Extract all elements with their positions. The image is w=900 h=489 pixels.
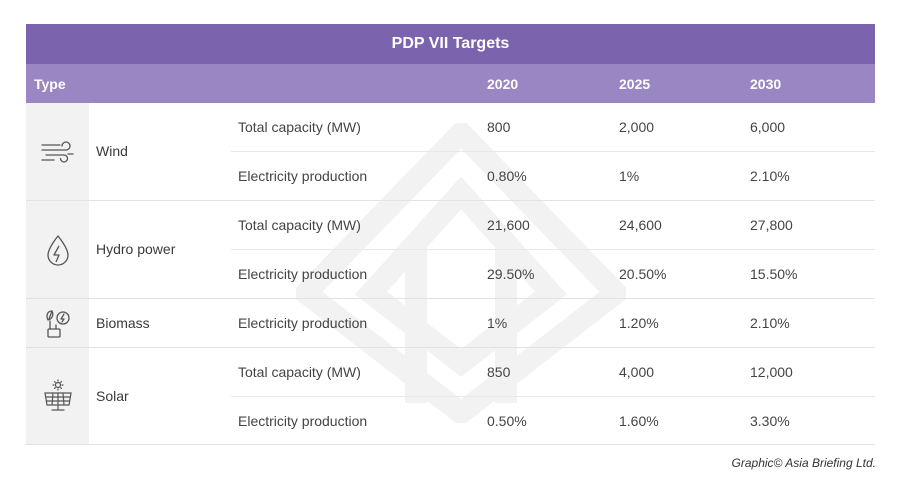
value-2030: 3.30% bbox=[750, 413, 790, 429]
wind-icon-cell bbox=[26, 103, 89, 200]
table-row: Electricity production 0.50% 1.60% 3.30% bbox=[231, 397, 875, 445]
watermark-logo bbox=[296, 123, 626, 423]
graphic-credit: Graphic© Asia Briefing Ltd. bbox=[731, 456, 876, 470]
group-hydro-power: Hydro power Total capacity (MW) 21,600 2… bbox=[26, 201, 875, 299]
type-label-biomass: Biomass bbox=[96, 315, 150, 331]
hydro-icon bbox=[46, 234, 69, 266]
hydro-icon-cell bbox=[26, 201, 89, 298]
table-title: PDP VII Targets bbox=[26, 24, 875, 64]
header-type: Type bbox=[34, 76, 66, 92]
group-solar: Solar Total capacity (MW) 850 4,000 12,0… bbox=[26, 348, 875, 445]
value-2030: 6,000 bbox=[750, 119, 786, 135]
pdp-targets-table: PDP VII Targets Type 2020 2025 2030 bbox=[26, 24, 875, 445]
value-2020: 850 bbox=[487, 364, 511, 380]
header-2030: 2030 bbox=[750, 76, 782, 92]
biomass-icon-cell bbox=[26, 299, 89, 347]
metric-cell: Electricity production bbox=[238, 266, 368, 282]
value-2030: 15.50% bbox=[750, 266, 798, 282]
metric-cell: Electricity production bbox=[238, 315, 368, 331]
value-2020: 1% bbox=[487, 315, 508, 331]
metric-cell: Electricity production bbox=[238, 413, 368, 429]
table-row: Electricity production 0.80% 1% 2.10% bbox=[231, 152, 875, 200]
value-2025: 1% bbox=[619, 168, 640, 184]
table-row: Electricity production 29.50% 20.50% 15.… bbox=[231, 250, 875, 298]
metric-cell: Total capacity (MW) bbox=[238, 364, 361, 380]
value-2025: 20.50% bbox=[619, 266, 667, 282]
metric-cell: Total capacity (MW) bbox=[238, 119, 361, 135]
metric-cell: Total capacity (MW) bbox=[238, 217, 361, 233]
group-wind: Wind Total capacity (MW) 800 2,000 6,000… bbox=[26, 103, 875, 201]
value-2025: 2,000 bbox=[619, 119, 655, 135]
type-label-hydro-power: Hydro power bbox=[96, 241, 176, 257]
solar-icon bbox=[43, 379, 72, 411]
biomass-icon bbox=[45, 310, 70, 338]
value-2020: 21,600 bbox=[487, 217, 530, 233]
table-row: Total capacity (MW) 800 2,000 6,000 bbox=[231, 103, 875, 152]
table-row: Total capacity (MW) 850 4,000 12,000 bbox=[231, 348, 875, 397]
value-2025: 4,000 bbox=[619, 364, 655, 380]
header-2025: 2025 bbox=[619, 76, 651, 92]
value-2030: 2.10% bbox=[750, 315, 790, 331]
table-body: Wind Total capacity (MW) 800 2,000 6,000… bbox=[26, 103, 875, 445]
header-row: Type 2020 2025 2030 bbox=[26, 64, 875, 103]
value-2025: 24,600 bbox=[619, 217, 662, 233]
wind-icon bbox=[40, 140, 74, 163]
value-2025: 1.20% bbox=[619, 315, 659, 331]
metric-cell: Electricity production bbox=[238, 168, 368, 184]
table-row: Electricity production 1% 1.20% 2.10% bbox=[231, 299, 875, 347]
value-2030: 2.10% bbox=[750, 168, 790, 184]
value-2020: 0.50% bbox=[487, 413, 527, 429]
group-biomass: Biomass Electricity production 1% 1.20% … bbox=[26, 299, 875, 348]
value-2020: 800 bbox=[487, 119, 511, 135]
type-label-wind: Wind bbox=[96, 143, 128, 159]
value-2025: 1.60% bbox=[619, 413, 659, 429]
value-2030: 27,800 bbox=[750, 217, 793, 233]
value-2020: 0.80% bbox=[487, 168, 527, 184]
table-title-text: PDP VII Targets bbox=[391, 35, 510, 52]
value-2030: 12,000 bbox=[750, 364, 793, 380]
table-row: Total capacity (MW) 21,600 24,600 27,800 bbox=[231, 201, 875, 250]
value-2020: 29.50% bbox=[487, 266, 535, 282]
header-2020: 2020 bbox=[487, 76, 519, 92]
solar-icon-cell bbox=[26, 348, 89, 444]
type-label-solar: Solar bbox=[96, 388, 129, 404]
